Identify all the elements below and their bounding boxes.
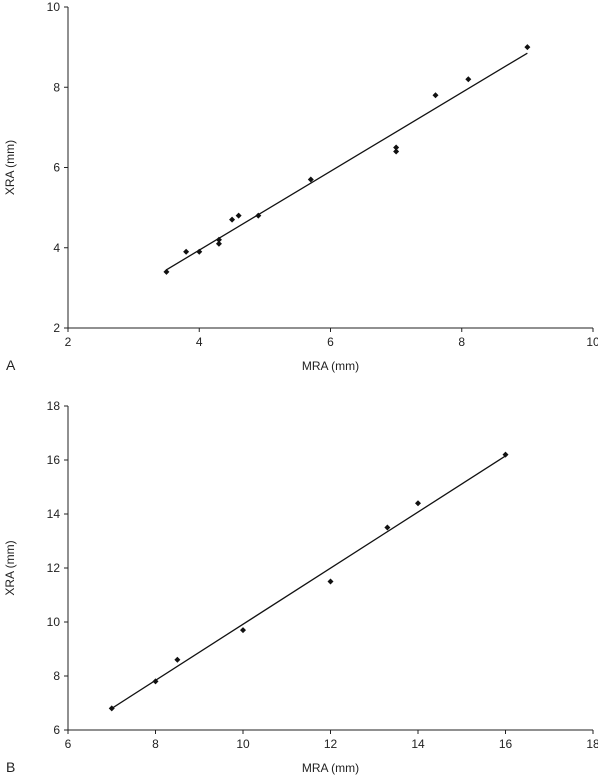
panel-a-data-point-14 [524, 44, 531, 51]
panel-b-y-tick-label: 8 [53, 669, 60, 683]
panel-a-data-point-2 [183, 248, 190, 255]
panel-a-data-point-12 [432, 92, 439, 99]
panel-b-data-point-1 [108, 705, 115, 712]
panel-a-scatter-chart: 2 4 6 8 10 2 4 6 8 10 MRA (mm) XRA (mm) A [3, 0, 598, 373]
panel-b-fit-line [111, 455, 506, 709]
panel-a-data-point-7 [235, 212, 242, 219]
panel-b-y-tick-label: 16 [47, 453, 61, 467]
panel-b-x-tick-label: 8 [152, 737, 159, 751]
panel-a-y-tick-label: 10 [47, 0, 61, 14]
panel-a-data-point-6 [229, 216, 236, 223]
panel-b-x-tick-label: 12 [324, 737, 338, 751]
panel-a-x-tick-label: 2 [65, 335, 72, 349]
panel-b-y-tick-label: 18 [47, 399, 61, 413]
panel-a-y-tick-label: 2 [53, 321, 60, 335]
panel-b-x-axis-title: MRA (mm) [302, 761, 359, 775]
panel-a-data-point-10 [393, 148, 400, 155]
panel-a-y-axis-title: XRA (mm) [3, 140, 17, 195]
panel-b-x-tick-label: 16 [499, 737, 513, 751]
panel-b-data-point-5 [327, 578, 334, 585]
panel-a-x-tick-label: 6 [327, 335, 334, 349]
panel-a-x-tick-label: 4 [196, 335, 203, 349]
panel-b-x-tick-label: 6 [65, 737, 72, 751]
panel-a-data-point-5 [215, 236, 222, 243]
panel-a-data-point-3 [196, 248, 203, 255]
panel-b-x-tick-label: 14 [411, 737, 425, 751]
panel-a-y-tick-label: 6 [53, 161, 60, 175]
panel-b-data-point-2 [152, 678, 159, 685]
panel-a-x-axis-title: MRA (mm) [302, 359, 359, 373]
panel-b-y-tick-label: 14 [47, 507, 61, 521]
panel-a-data-point-9 [307, 176, 314, 183]
panel-b-y-tick-label: 12 [47, 561, 61, 575]
panel-b-data-point-6 [384, 524, 391, 531]
panel-a-x-tick-label: 8 [458, 335, 465, 349]
panel-b-data-point-4 [240, 627, 246, 634]
panel-a-data-point-11 [393, 144, 400, 151]
panel-b-x-tick-label: 10 [236, 737, 250, 751]
panel-a-data-point-1 [163, 268, 170, 275]
panel-b-scatter-chart: 6 8 10 12 14 16 18 6 8 10 12 14 16 18 MRA (mm) XRA (mm)… [3, 399, 598, 775]
panel-b-y-tick-label: 6 [53, 723, 60, 737]
panel-b-data-point-7 [415, 500, 421, 507]
panel-a-data-point-8 [255, 212, 262, 219]
panel-b-data-point-3 [174, 656, 181, 663]
panel-b-y-tick-label: 10 [47, 615, 61, 629]
panel-b-label: B [6, 759, 15, 775]
panel-a-label: A [6, 357, 16, 373]
panel-a-data-point-13 [465, 76, 472, 83]
panel-a-x-tick-label: 10 [586, 335, 598, 349]
panel-b-x-tick-label: 18 [586, 737, 598, 751]
panel-a-fit-line [166, 52, 528, 271]
panel-b-data-point-8 [502, 451, 509, 458]
panel-a-data-point-4 [215, 240, 222, 247]
panel-b-y-axis-title: XRA (mm) [3, 540, 17, 595]
panel-a-y-tick-label: 4 [53, 241, 60, 255]
panel-a-y-tick-label: 8 [53, 80, 60, 94]
